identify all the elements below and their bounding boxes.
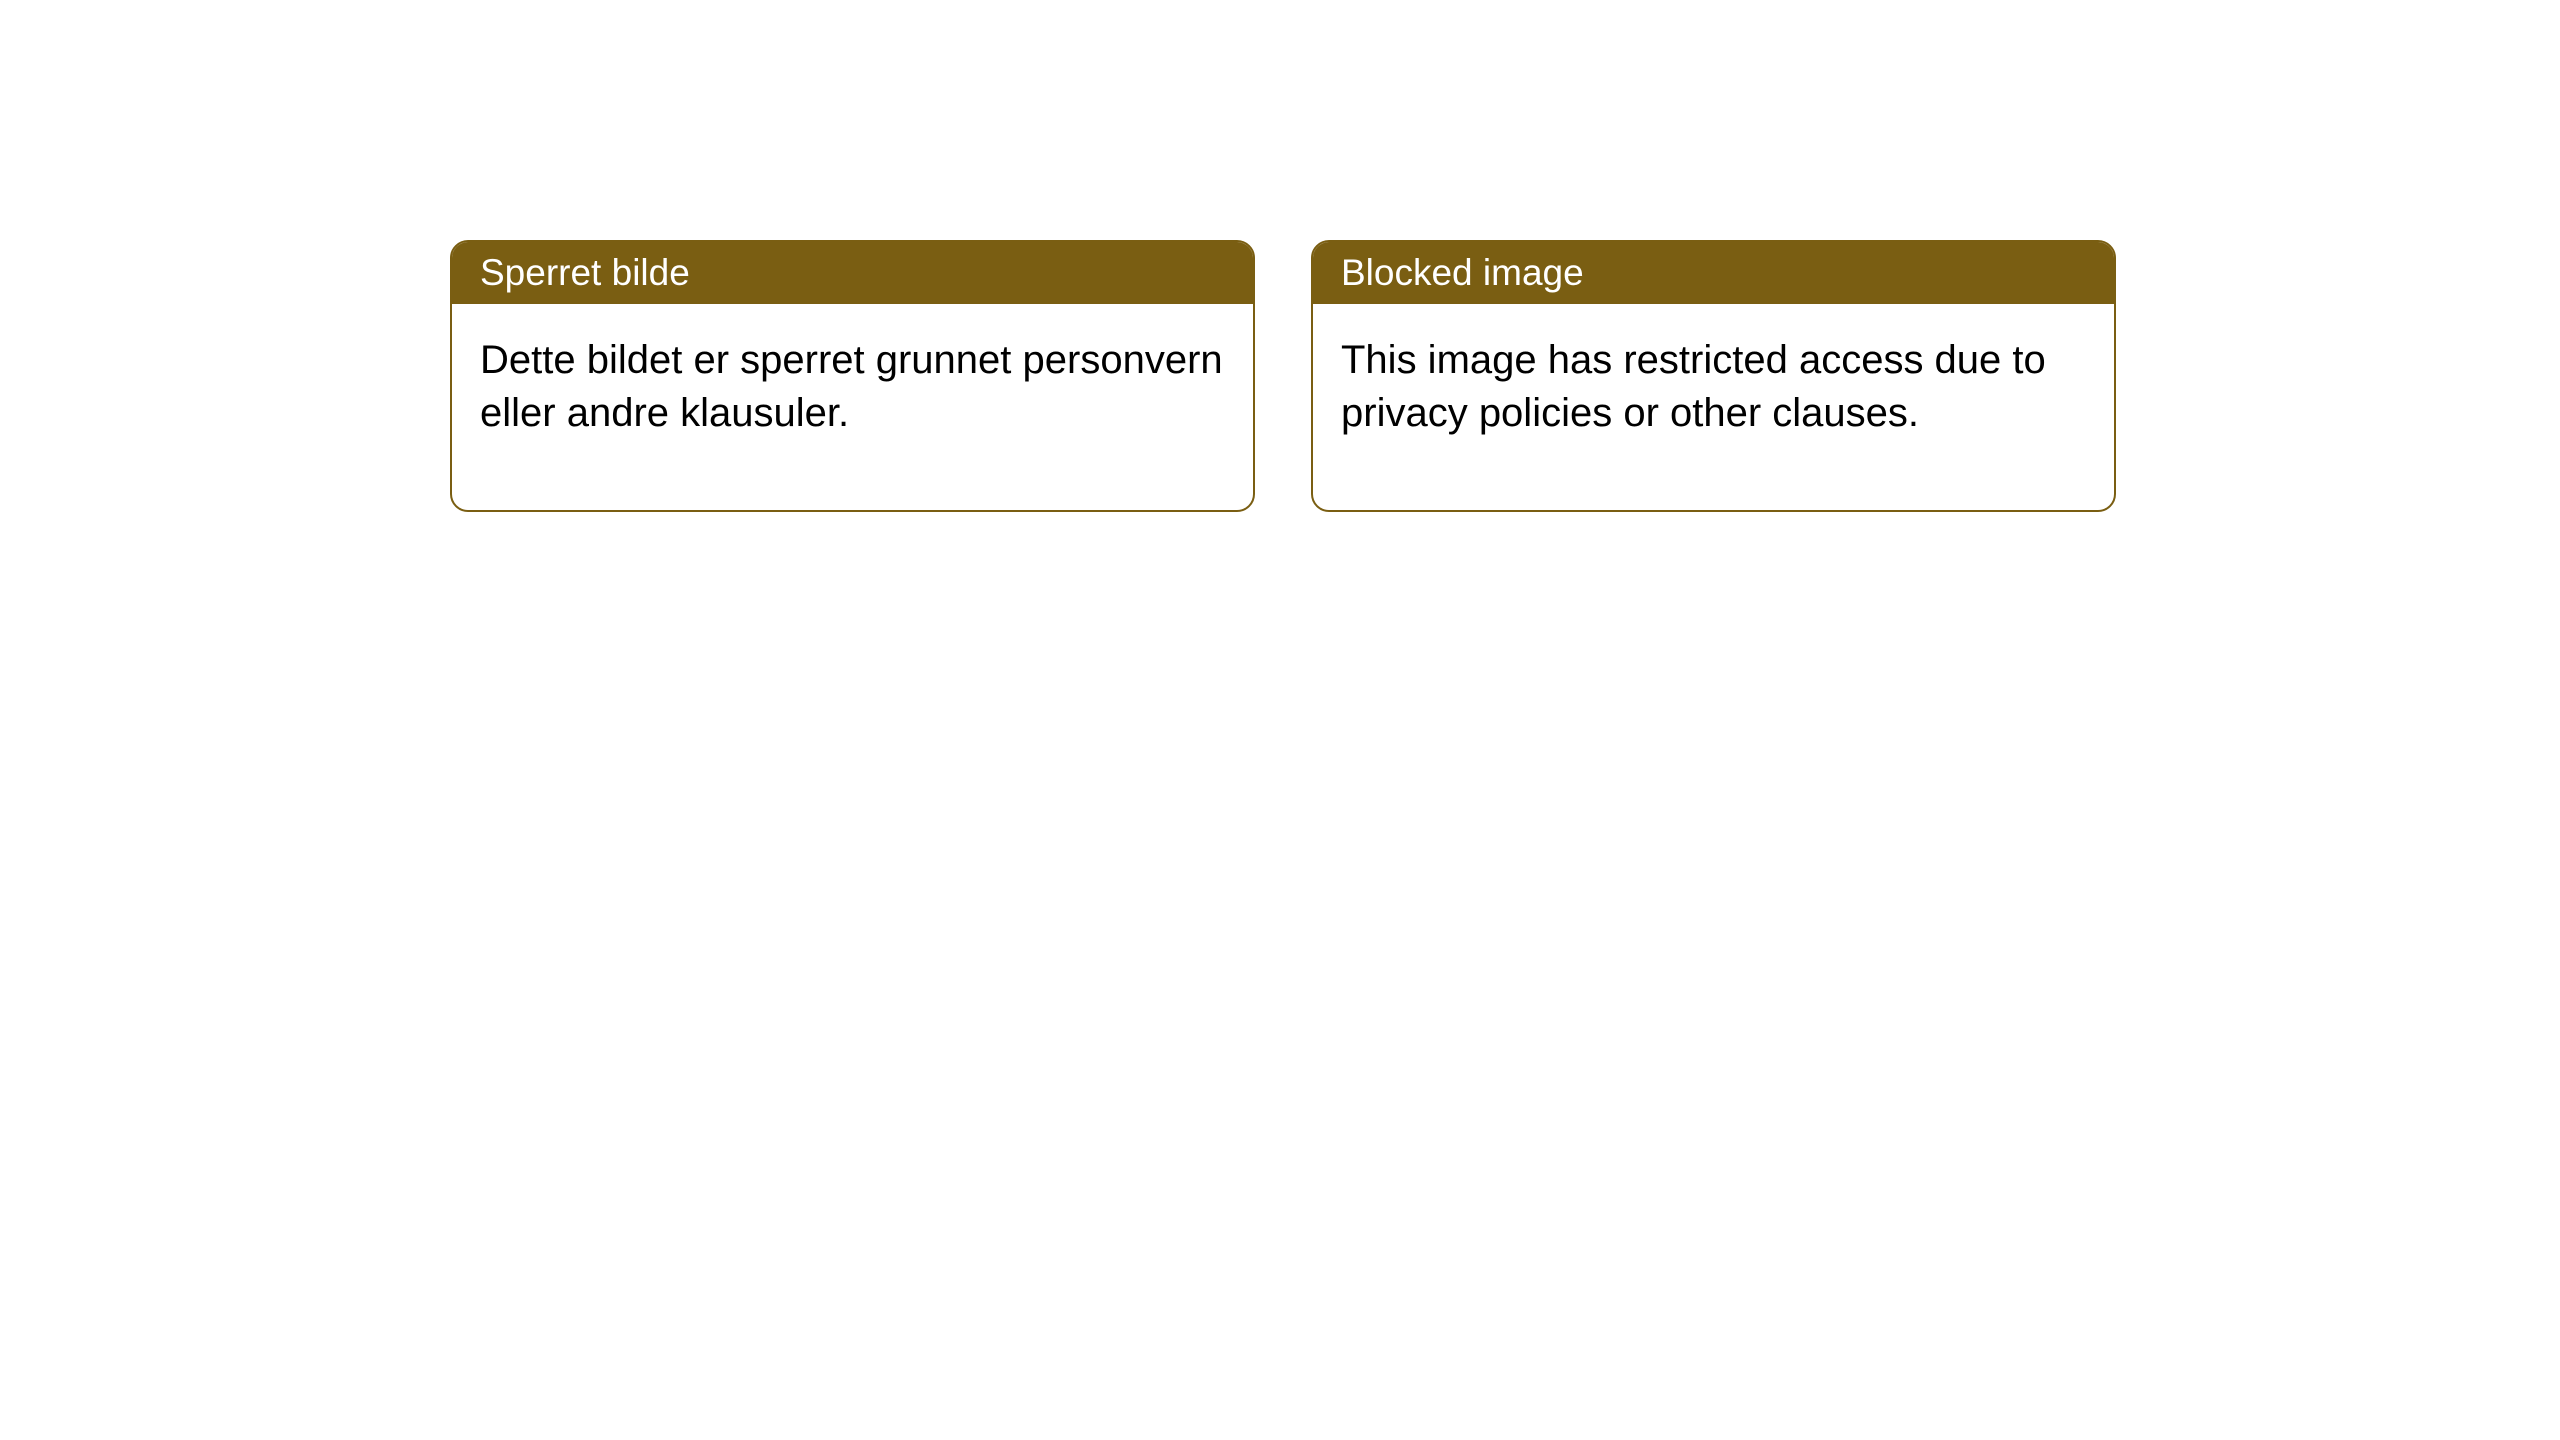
notice-title-norwegian: Sperret bilde (452, 242, 1253, 304)
notice-box-norwegian: Sperret bilde Dette bildet er sperret gr… (450, 240, 1255, 512)
notice-container: Sperret bilde Dette bildet er sperret gr… (0, 0, 2560, 512)
notice-message-english: This image has restricted access due to … (1313, 304, 2114, 510)
notice-title-english: Blocked image (1313, 242, 2114, 304)
notice-message-norwegian: Dette bildet er sperret grunnet personve… (452, 304, 1253, 510)
notice-box-english: Blocked image This image has restricted … (1311, 240, 2116, 512)
